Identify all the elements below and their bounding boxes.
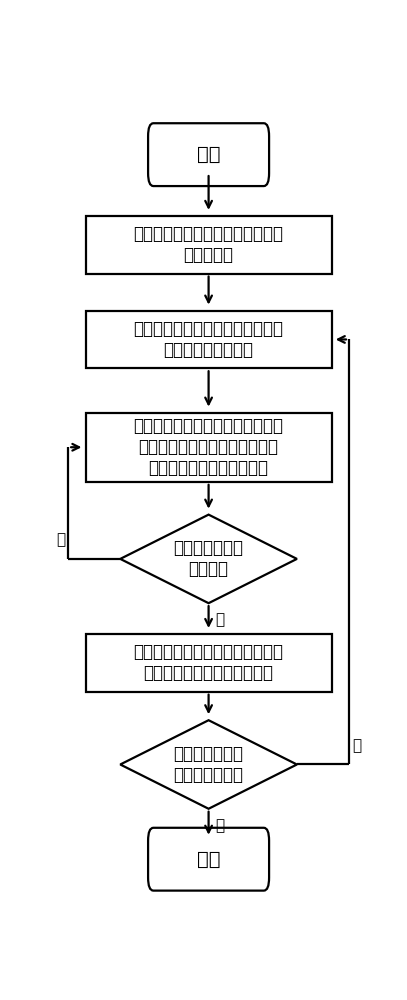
Text: 选取具有最大充电效用的充电器部
署点作为充电器最终部署位置: 选取具有最大充电效用的充电器部 署点作为充电器最终部署位置 [133, 643, 284, 682]
Text: 是: 是 [215, 613, 224, 628]
Text: 此路径中充电效
用最高？: 此路径中充电效 用最高？ [174, 540, 243, 578]
Text: 根据逼近子区域中心的原则得出多
个充电器候选部署点: 根据逼近子区域中心的原则得出多 个充电器候选部署点 [133, 320, 284, 359]
Bar [85, 413, 332, 482]
Bar [85, 216, 332, 274]
Text: 结束: 结束 [197, 850, 220, 869]
Text: 是: 是 [215, 818, 224, 833]
Text: 计算充电器部署在子区域内下一个
候选部署点时一条可能的多跳路
径，并记录对应的充电效用: 计算充电器部署在子区域内下一个 候选部署点时一条可能的多跳路 径，并记录对应的充… [133, 417, 284, 477]
FancyBboxPatch shape [148, 828, 269, 891]
Bar [85, 311, 332, 368]
Text: 否: 否 [56, 532, 65, 547]
Polygon shape [120, 720, 297, 809]
Text: 通过区域圆覆盖方法将传感网分为
多个子区域: 通过区域圆覆盖方法将传感网分为 多个子区域 [133, 225, 284, 264]
Text: 是否每个子区域
均已部署充电器: 是否每个子区域 均已部署充电器 [174, 745, 243, 784]
Bar [85, 634, 332, 692]
Text: 开始: 开始 [197, 145, 220, 164]
Text: 否: 否 [352, 738, 361, 753]
Polygon shape [120, 515, 297, 603]
FancyBboxPatch shape [148, 123, 269, 186]
